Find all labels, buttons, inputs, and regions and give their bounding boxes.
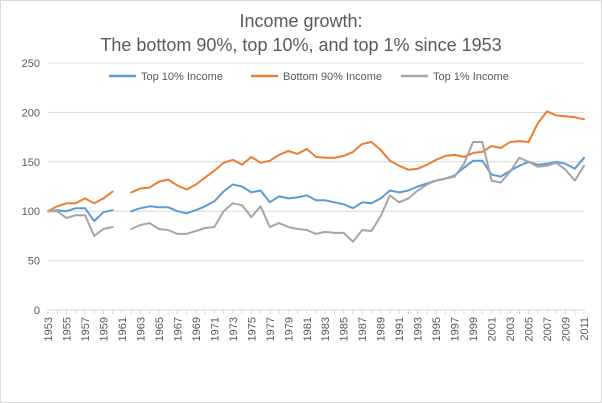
series-lines bbox=[47, 110, 585, 243]
x-tick-label: 1975 bbox=[246, 317, 258, 341]
x-tick-label: 1983 bbox=[320, 317, 332, 341]
series-line-bottom-90-income-segment-1 bbox=[130, 110, 585, 194]
y-tick-label: 100 bbox=[22, 206, 40, 218]
x-tick-label: 2011 bbox=[579, 317, 591, 341]
x-tick-label: 1989 bbox=[376, 317, 388, 341]
x-tick-label: 1979 bbox=[283, 317, 295, 341]
y-tick-label: 150 bbox=[22, 157, 40, 169]
x-axis-tick-labels: 1953 1955 1957 1959 1961 1963 1965 1967 1969 1971… bbox=[43, 310, 591, 341]
x-tick-label: 1953 bbox=[43, 317, 55, 341]
x-tick-label: 1965 bbox=[154, 317, 166, 341]
x-tick-label: 1999 bbox=[468, 317, 480, 341]
legend-label: Top 10% Income bbox=[141, 71, 223, 83]
x-tick-label: 1993 bbox=[413, 317, 425, 341]
y-tick-label: 200 bbox=[22, 107, 40, 119]
x-tick-label: 1963 bbox=[135, 317, 147, 341]
x-tick-label: 1981 bbox=[302, 317, 314, 341]
series-line-top-1-income-segment-0 bbox=[47, 210, 114, 237]
gridlines bbox=[48, 62, 584, 311]
x-tick-label: 1977 bbox=[265, 317, 277, 341]
chart-title-line-1: Income growth: bbox=[239, 11, 362, 31]
x-tick-label: 1985 bbox=[339, 317, 351, 341]
x-tick-label: 1959 bbox=[98, 317, 110, 341]
x-tick-label: 1973 bbox=[228, 317, 240, 341]
series-line-top-1-income-segment-1 bbox=[130, 141, 585, 243]
x-tick-label: 2003 bbox=[505, 317, 517, 341]
x-tick-label: 1991 bbox=[394, 317, 406, 341]
x-tick-label: 1987 bbox=[357, 317, 369, 341]
legend: Top 10% Income Bottom 90% Income Top 1% In… bbox=[109, 71, 509, 83]
series-line-bottom-90-income-segment-0 bbox=[47, 190, 114, 213]
chart-title-line-2: The bottom 90%, top 10%, and top 1% sinc… bbox=[100, 35, 501, 55]
legend-label: Bottom 90% Income bbox=[283, 71, 382, 83]
x-tick-label: 1971 bbox=[209, 317, 221, 341]
y-tick-label: 0 bbox=[34, 305, 40, 317]
x-tick-label: 1967 bbox=[172, 317, 184, 341]
x-tick-label: 2009 bbox=[561, 317, 573, 341]
series-line-top-10-income-segment-1 bbox=[130, 156, 585, 215]
x-tick-label: 1955 bbox=[61, 317, 73, 341]
x-tick-label: 1957 bbox=[80, 317, 92, 341]
y-tick-label: 50 bbox=[28, 256, 40, 268]
x-tick-label: 1997 bbox=[450, 317, 462, 341]
x-tick-label: 1995 bbox=[431, 317, 443, 341]
x-tick-label: 1961 bbox=[117, 317, 129, 341]
y-tick-label: 250 bbox=[22, 58, 40, 70]
x-tick-label: 1969 bbox=[191, 317, 203, 341]
y-axis-tick-labels: 0 50 100 150 200 250 bbox=[22, 58, 40, 317]
legend-label: Top 1% Income bbox=[433, 71, 509, 83]
x-tick-label: 2001 bbox=[487, 317, 499, 341]
series-line-top-10-income-segment-0 bbox=[47, 207, 114, 223]
x-tick-label: 2005 bbox=[524, 317, 536, 341]
x-tick-label: 2007 bbox=[542, 317, 554, 341]
